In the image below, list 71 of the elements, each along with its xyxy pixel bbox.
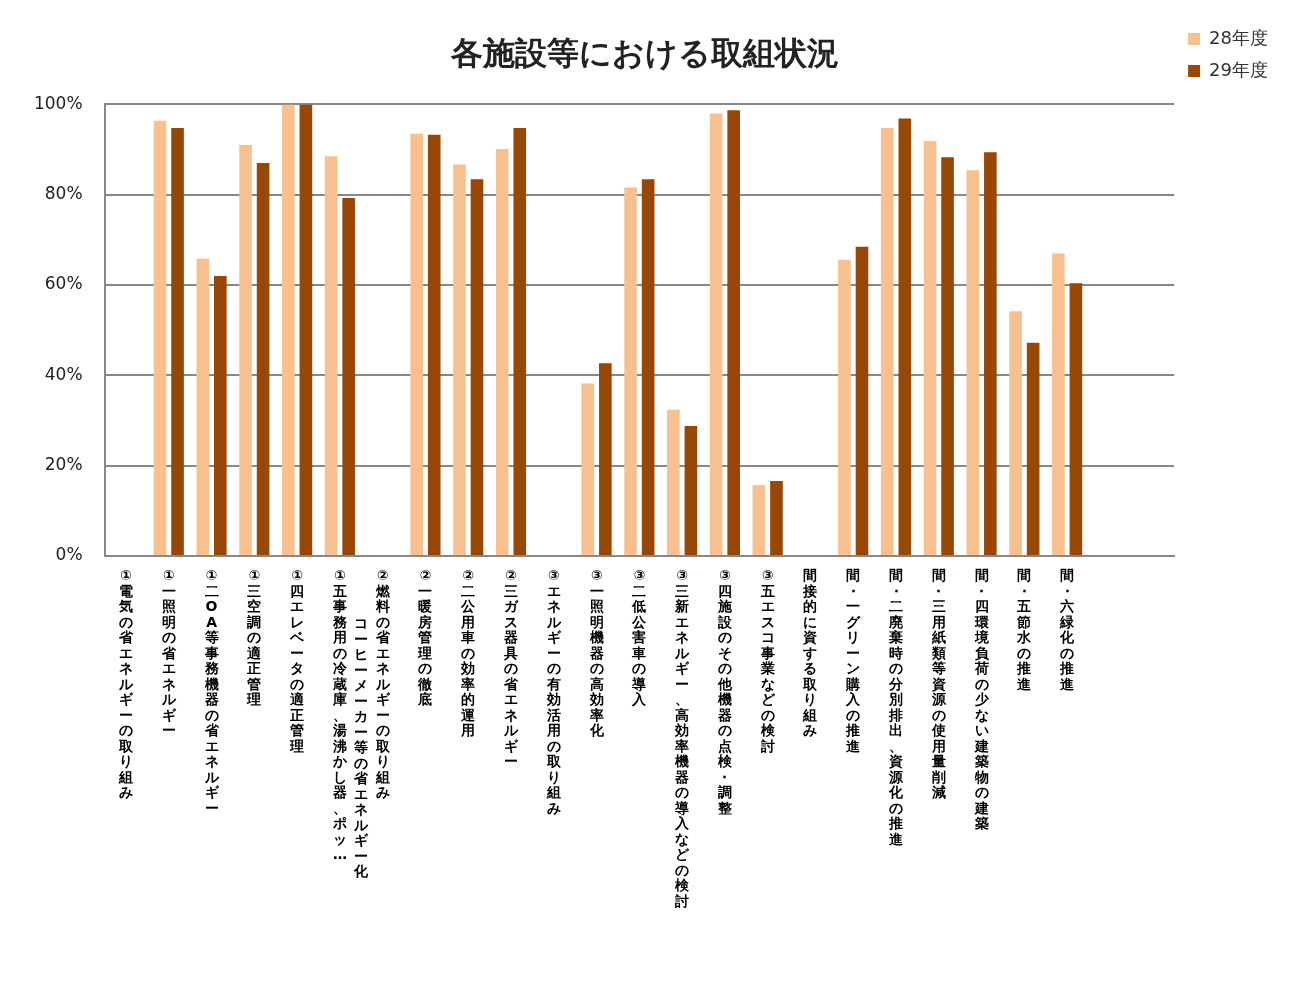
bar [838,259,851,555]
bar [282,104,295,555]
y-tick-label: 0% [55,544,83,565]
x-tick-label: 間･六緑化の推進 [1059,567,1075,692]
bar [513,127,527,555]
bar [984,152,997,555]
bar [941,157,954,555]
y-tick-label: 100% [33,92,83,113]
y-tick-label: 40% [44,363,83,384]
bar [923,140,937,555]
bar [966,170,980,555]
category-label: ①二OA等事務機器の省エネルギー [204,567,219,816]
bar [470,179,484,555]
bar [453,164,466,555]
bar [256,163,270,555]
bar [667,409,680,555]
category-label: ②燃料の省エネルギーの取り組み [375,567,390,800]
bar [727,110,740,555]
bar [880,127,894,555]
legend-label: 28年度 [1209,26,1268,48]
y-tick-label: 20% [44,454,83,475]
bar [171,127,184,555]
chart-title: 各施設等における取組状況 [450,33,839,72]
bar [599,363,612,555]
category-label: ③エネルギーの有効活用の取り組み [546,567,561,816]
bar [855,246,869,555]
category-label: ②二公用車の効率的運用 [461,567,476,738]
bar [1026,342,1040,555]
category-label: 間･四環境負荷の少ない建築物の建築 [974,567,989,831]
category-label: ③四施設のその他機器の点検･調整 [717,567,732,816]
category-label: 間･三用紙類等資源の使用量削減 [931,567,946,800]
text: コーヒーメーカー等の省エネルギー化 [353,615,368,879]
category-label: ②三ガス器具の省エネルギー [504,567,518,769]
bar [709,113,723,555]
bar [770,481,783,555]
bar [641,179,655,555]
category-label: ③三新エネルギー、高効率機器の導入などの検討 [675,567,690,909]
bar [239,145,252,555]
category-label: ②一暖房管理の徹底 [418,567,433,707]
bar [410,133,423,555]
x-tick-label: 間･五節水の推進 [1016,567,1032,692]
category-label: ①三空調の適正管理 [247,567,262,707]
bar [427,134,441,555]
category-label: 間接的に資する取り組み [803,567,818,738]
category-label: ③二低公害車の導入 [632,567,647,707]
bar [214,276,227,555]
category-label: ③五エスコ事業などの検討 [760,567,775,754]
category-label: ①一照明の省エネルギー [161,567,176,738]
category-label: ①四エレベータの適正管理 [290,567,305,754]
bar [299,104,313,555]
category-label: 間･一グリーン購入の推進 [846,567,861,754]
y-tick-label: 60% [44,273,83,294]
bar [1009,311,1022,555]
bar [196,258,210,555]
bar [1052,253,1065,555]
category-label: ①電気の省エネルギーの取り組み [118,567,133,800]
bar [153,120,167,555]
bar [495,149,509,555]
bar [898,118,912,555]
bar [752,485,766,555]
category-label: ①五事務用の冷蔵庫、湯沸かし器、ポッ… [332,567,347,862]
bar [684,425,698,555]
bar [342,197,355,555]
y-tick-label: 80% [44,183,83,204]
bar [624,187,637,555]
category-label: 間･二廃棄時の分別排出、資源化の推進 [889,567,904,847]
legend-label: 29年度 [1209,58,1268,80]
bar [581,383,595,555]
category-label: ③一照明機器の高効率化 [589,567,604,738]
bar [324,156,338,555]
bar [1069,283,1083,555]
